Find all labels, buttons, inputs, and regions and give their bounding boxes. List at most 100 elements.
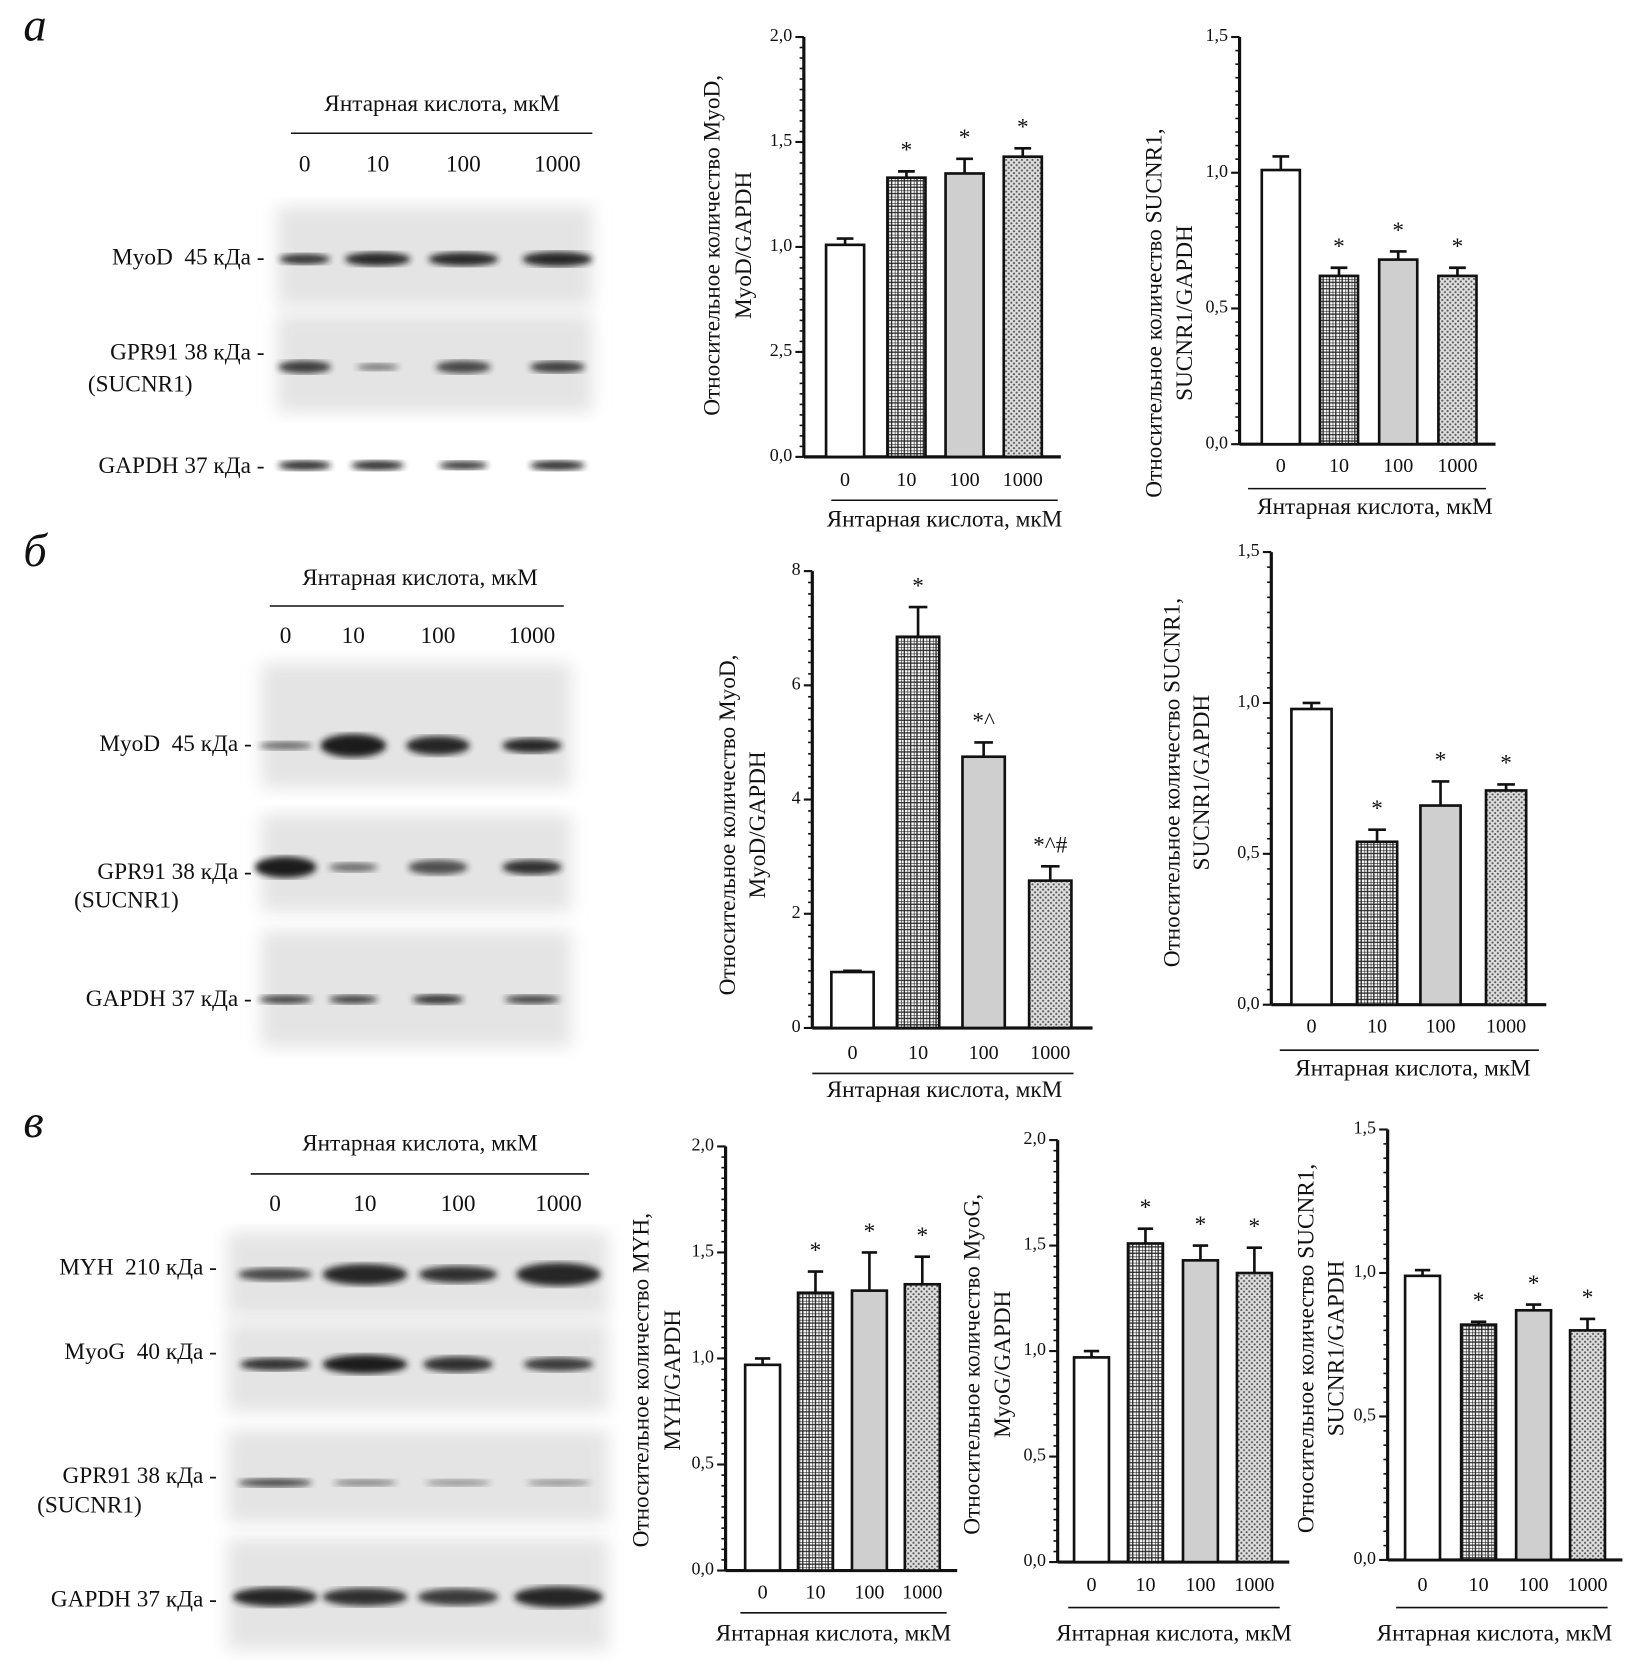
- bar: [1027, 879, 1073, 1030]
- x-tick-label: 10: [908, 1042, 928, 1064]
- blot-band: [240, 1357, 310, 1371]
- bar: [1484, 789, 1528, 1007]
- x-axis-label: Янтарная кислота, мкМ: [1056, 1620, 1292, 1646]
- lane-label: 100: [446, 151, 481, 177]
- band-label: (SUCNR1): [37, 1492, 142, 1518]
- y-tick-label: 1,5: [691, 1241, 713, 1261]
- x-tick-label: 10: [805, 1581, 825, 1603]
- blot-band: [428, 252, 499, 266]
- x-tick-label: 100: [1425, 1016, 1455, 1038]
- blot-band: [529, 460, 585, 471]
- panel-letter: а: [23, 0, 46, 51]
- significance-mark: *: [1435, 748, 1447, 774]
- x-tick-label: 0: [1306, 1016, 1316, 1038]
- blot-band: [504, 995, 560, 1004]
- band-label: GPR91 38 кДа -: [97, 859, 251, 885]
- y-axis-label: Относительное количество SUCNR1,: [1294, 1164, 1320, 1533]
- blot-band: [526, 1479, 591, 1486]
- x-tick-label: 0: [1276, 455, 1286, 477]
- significance-mark: *: [912, 573, 924, 599]
- x-tick-label: 1000: [1567, 1574, 1607, 1596]
- bar: [1126, 1242, 1165, 1564]
- blot-band: [529, 361, 585, 373]
- x-tick-label: 0: [840, 469, 850, 491]
- significance-mark: *: [1392, 218, 1404, 244]
- band-label: MyoD 45 кДа -: [99, 731, 251, 757]
- y-tick-label: 0,5: [1024, 1445, 1046, 1465]
- significance-mark: *: [1452, 234, 1464, 260]
- significance-mark: *^: [972, 709, 995, 735]
- blot-band: [412, 994, 464, 1005]
- bar: [1290, 707, 1333, 1007]
- bar: [1377, 258, 1419, 446]
- y-tick-label: 1,5: [1354, 1118, 1376, 1138]
- y-tick-label: 0,0: [691, 1559, 713, 1579]
- y-tick-label: 0,5: [1237, 842, 1259, 862]
- significance-mark: *: [1333, 234, 1345, 260]
- bar: [1235, 1271, 1274, 1564]
- x-tick-label: 0: [758, 1581, 768, 1603]
- blot-band: [238, 1268, 313, 1281]
- y-tick-label: 0,0: [1354, 1548, 1376, 1568]
- bar: [830, 970, 875, 1030]
- bar: [1260, 168, 1302, 446]
- x-tick-label: 10: [1469, 1574, 1489, 1596]
- bar: [743, 1363, 782, 1572]
- panel-letter: в: [23, 1097, 43, 1148]
- x-tick-label: 100: [1383, 455, 1413, 477]
- x-axis-label: Янтарная кислота, мкМ: [1295, 1056, 1531, 1082]
- lane-label: 1000: [509, 623, 556, 649]
- significance-mark: *: [901, 138, 913, 164]
- blot-band: [435, 360, 491, 374]
- y-tick-label: 0,0: [1205, 432, 1227, 452]
- blot-header: Янтарная кислота, мкМ: [302, 565, 538, 591]
- x-tick-label: 1000: [1003, 469, 1043, 491]
- x-axis-label: Янтарная кислота, мкМ: [827, 507, 1063, 533]
- blot-band: [514, 1586, 603, 1608]
- blot-membrane: [227, 1429, 609, 1523]
- bar: [850, 1289, 889, 1572]
- lane-label: 1000: [534, 151, 581, 177]
- significance-mark: *: [916, 1223, 928, 1249]
- bar: [903, 1282, 942, 1572]
- band-label: MYH 210 кДа -: [59, 1254, 217, 1280]
- lane-label: 10: [366, 151, 389, 177]
- y-axis-label: Относительное количество SUCNR1,: [1159, 598, 1185, 967]
- y-axis-label: MyoD/GAPDH: [731, 172, 757, 319]
- bar: [796, 1291, 835, 1572]
- blot-membrane: [261, 930, 572, 1048]
- band-label: (SUCNR1): [88, 371, 193, 397]
- lane-label: 10: [342, 623, 365, 649]
- x-tick-label: 100: [1519, 1574, 1549, 1596]
- significance-mark: *: [1195, 1212, 1207, 1238]
- blot-band: [417, 1588, 499, 1606]
- y-tick-label: 8: [792, 559, 801, 579]
- x-tick-label: 0: [847, 1042, 857, 1064]
- x-tick-label: 0: [1086, 1574, 1096, 1596]
- lane-label: 0: [269, 1191, 281, 1217]
- band-label: GAPDH 37 кДа -: [86, 986, 252, 1012]
- y-axis-label: Относительное количество MyoD,: [699, 75, 725, 416]
- significance-mark: *: [1500, 751, 1512, 777]
- blot-header: Янтарная кислота, мкМ: [324, 91, 560, 117]
- y-tick-label: 0,0: [770, 445, 792, 465]
- lane-label: 0: [299, 151, 311, 177]
- y-axis-label: MyoD/GAPDH: [745, 751, 771, 898]
- blot-band: [356, 363, 399, 371]
- x-tick-label: 10: [896, 469, 916, 491]
- lane-label: 1000: [535, 1191, 582, 1217]
- blot-band: [328, 862, 378, 872]
- band-label: MyoG 40 кДа -: [64, 1339, 216, 1365]
- y-tick-label: 2,5: [770, 340, 792, 360]
- significance-mark: *: [959, 125, 971, 151]
- y-tick-label: 1,0: [1205, 161, 1227, 181]
- y-axis-label: MYH/GAPDH: [660, 1310, 686, 1451]
- bar: [1355, 840, 1399, 1007]
- y-axis-label: SUCNR1/GAPDH: [1172, 225, 1198, 401]
- bar: [1568, 1329, 1607, 1562]
- y-tick-label: 0,5: [1354, 1405, 1376, 1425]
- bar: [1181, 1259, 1220, 1564]
- y-tick-label: 1,0: [1024, 1339, 1046, 1359]
- bar: [1514, 1308, 1553, 1562]
